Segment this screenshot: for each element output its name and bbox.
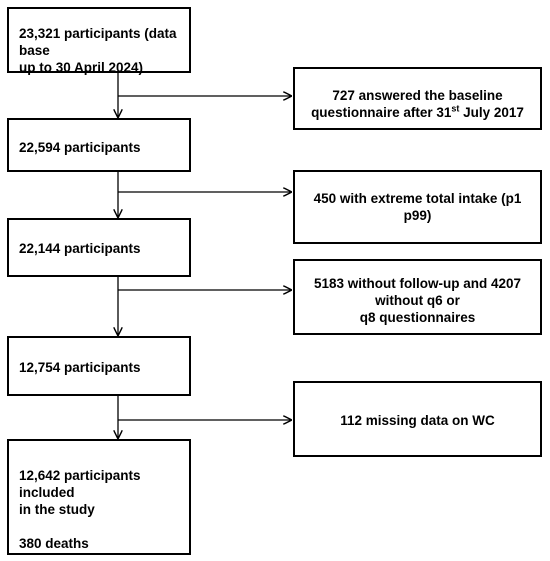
exclusion-2-line1: 450 with extreme total intake (p1 (313, 191, 522, 206)
exclusion-box-3: 5183 without follow-up and 4207 without … (293, 259, 542, 335)
box-participants-2: 22,594 participants (7, 118, 191, 172)
exclusion-3-line3: q8 questionnaires (359, 310, 476, 325)
box-participants-4-text: 12,754 participants (19, 360, 141, 375)
exclusion-box-4: 112 missing data on WC (293, 381, 542, 457)
exclusion-4-text: 112 missing data on WC (340, 413, 495, 428)
box-final-study: 12,642 participants included in the stud… (7, 439, 191, 555)
box-initial-line1: 23,321 participants (data base (19, 26, 177, 58)
box-participants-3-text: 22,144 participants (19, 241, 141, 256)
box-initial-line2: up to 30 April 2024) (19, 60, 144, 75)
exclusion-2-line2: p99) (403, 208, 432, 223)
exclusion-3-line1: 5183 without follow-up and 4207 (313, 276, 522, 291)
exclusion-1-superscript: st (451, 103, 460, 114)
box-initial-participants: 23,321 participants (data base up to 30 … (7, 7, 191, 75)
exclusion-box-1: 727 answered the baseline questionnaire … (293, 67, 542, 130)
box-participants-2-text: 22,594 participants (19, 140, 141, 155)
box-participants-3: 22,144 participants (7, 218, 191, 277)
box-final-line3: 380 deaths (19, 536, 89, 551)
box-final-line1: 12,642 participants included (19, 468, 141, 500)
exclusion-1-line2: questionnaire after 31st July 2017 (295, 104, 540, 121)
exclusion-1-line2-post: July 2017 (459, 105, 524, 120)
exclusion-box-2: 450 with extreme total intake (p1 p99) (293, 170, 542, 244)
exclusion-3-line2: without q6 or (375, 293, 460, 308)
box-final-line2: in the study (19, 502, 95, 517)
box-participants-4: 12,754 participants (7, 336, 191, 396)
exclusion-1-line1: 727 answered the baseline (332, 88, 503, 103)
exclusion-1-line2-pre: questionnaire after 31 (311, 105, 452, 120)
